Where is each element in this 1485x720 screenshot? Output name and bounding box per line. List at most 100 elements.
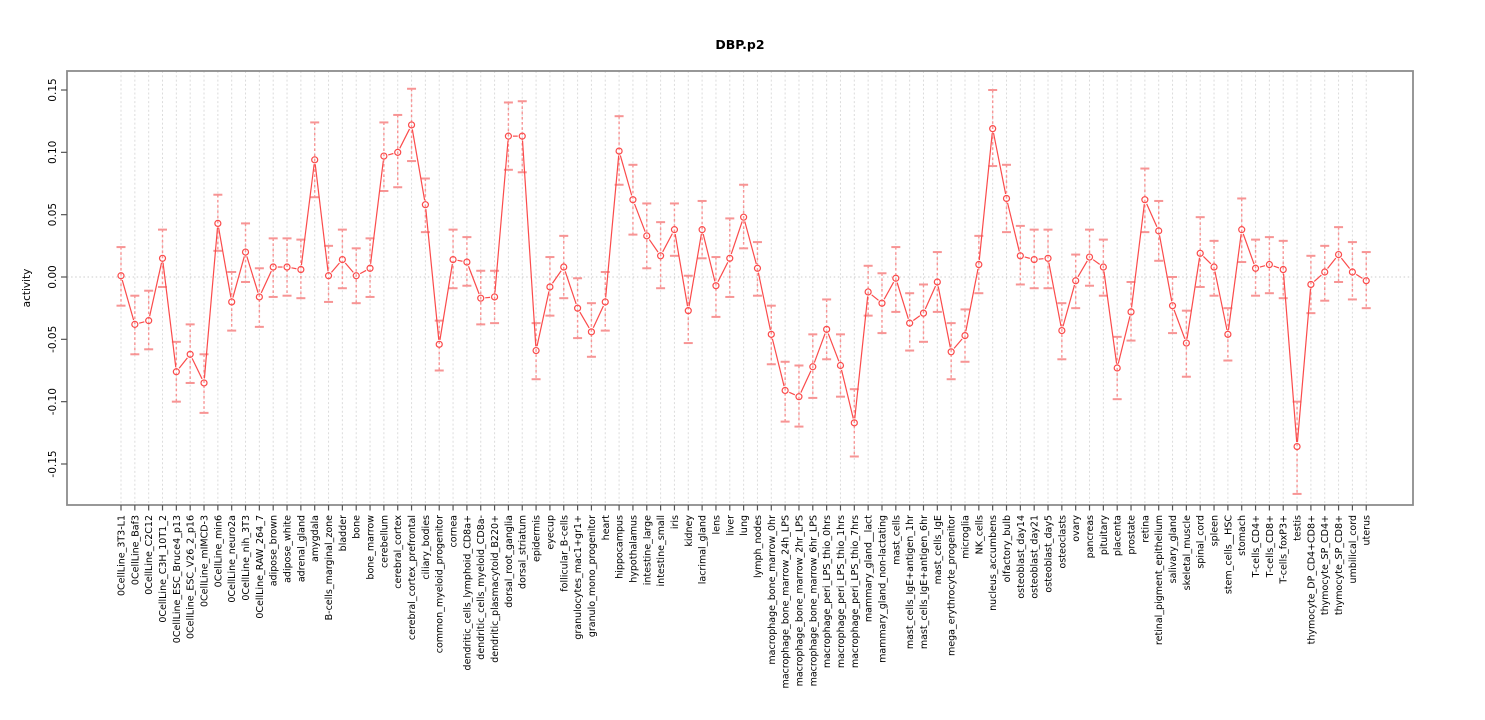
x-tick-label: stomach	[1237, 515, 1248, 556]
series-segment	[674, 233, 689, 307]
series-segment	[1117, 316, 1131, 364]
data-point	[1182, 339, 1190, 347]
data-point	[643, 232, 651, 240]
data-point	[463, 258, 471, 266]
x-tick-label: granulocytes_mac1+gr1+	[573, 515, 584, 640]
data-point	[1224, 330, 1232, 338]
data-point	[629, 196, 637, 204]
series-segment	[605, 155, 620, 298]
data-point	[145, 317, 153, 325]
data-point	[601, 298, 609, 306]
x-tick-label: macrophage_peri_LPS_thio_1hrs	[836, 515, 847, 668]
x-tick-label: mast_cells_IgE+antigen_1hr	[905, 515, 916, 649]
series-segment	[871, 294, 879, 301]
data-point	[366, 264, 374, 272]
x-tick-label: epidermis	[532, 515, 543, 562]
x-tick-label: 0CellLine_mIMCD-3	[200, 515, 211, 607]
series-segment	[359, 269, 367, 275]
x-tick-label: adrenal_gland	[296, 515, 307, 582]
x-tick-label: ciliary_bodies	[421, 515, 432, 580]
data-point	[698, 226, 706, 234]
data-point	[158, 254, 167, 262]
x-tick-label: intestine_large	[642, 515, 653, 585]
x-tick-label: follicular_B-cells	[559, 515, 570, 592]
data-point	[117, 272, 125, 280]
x-tick-label: eyecup	[545, 515, 556, 550]
series-segment	[757, 272, 771, 331]
x-tick-label: salivary_gland	[1168, 515, 1179, 583]
data-point	[200, 379, 208, 387]
series-segment	[1214, 271, 1228, 331]
series-segment	[1146, 203, 1158, 228]
data-point	[269, 263, 277, 271]
data-point	[1072, 277, 1080, 285]
x-tick-label: 0CellLine_Baf3	[130, 515, 141, 585]
data-point	[1307, 280, 1315, 289]
data-point	[311, 156, 319, 164]
data-point	[518, 132, 526, 140]
data-point	[449, 255, 457, 264]
x-tick-label: adipose_white	[283, 515, 294, 583]
series-segment	[388, 152, 394, 156]
x-tick-label: lymph_nodes	[753, 515, 764, 578]
series-segment	[648, 239, 659, 253]
data-point	[1030, 255, 1038, 264]
series-segment	[139, 321, 145, 324]
chart-title: DBP.p2	[715, 37, 765, 52]
data-point	[1265, 260, 1273, 269]
x-tick-label: mammary_gland_non-lactating	[877, 515, 888, 663]
data-point	[1085, 253, 1094, 261]
x-tick-label: mega_erythrocyte_progenitor	[947, 515, 958, 656]
x-tick-label: osteoclasts	[1057, 515, 1068, 569]
data-point	[919, 309, 928, 317]
series-segment	[399, 128, 411, 149]
data-point	[490, 293, 499, 301]
data-point	[532, 346, 540, 355]
series-segment	[1340, 257, 1351, 269]
x-tick-label: spleen	[1210, 515, 1221, 546]
y-tick-label: -0.15	[47, 450, 59, 477]
data-point	[1058, 327, 1066, 335]
series-segment	[425, 209, 440, 340]
data-point	[477, 294, 485, 302]
x-tick-label: bladder	[338, 515, 349, 551]
data-point	[172, 368, 180, 376]
data-point	[1334, 250, 1343, 259]
data-point	[1251, 264, 1260, 272]
data-point	[587, 328, 596, 336]
x-tick-label: retina	[1140, 515, 1151, 543]
x-tick-label: 0CellLine_min6	[213, 515, 224, 587]
series-segment	[924, 285, 937, 310]
x-tick-label: mast_cells_IgE+antigen_6hr	[919, 515, 930, 649]
x-tick-label: thymocyte_SP_CD8+	[1334, 515, 1345, 615]
x-tick-label: spinal_cord	[1196, 515, 1207, 569]
data-point	[767, 330, 775, 338]
series-segment	[1327, 257, 1337, 269]
x-tick-label: macrophage_peri_LPS_thio_0hrs	[822, 515, 833, 668]
x-tick-label: dorsal_striatum	[518, 515, 529, 589]
series-segment	[592, 305, 604, 329]
x-tick-label: osteoblast_day14	[1016, 515, 1027, 599]
series-segment	[370, 160, 384, 264]
x-tick-label: dendritic_plasmacytoid_B220+	[490, 515, 501, 663]
data-point	[1362, 277, 1370, 285]
x-tick-label: lens	[711, 515, 722, 535]
series-segment	[291, 267, 297, 270]
data-point	[1044, 254, 1052, 262]
series-segment	[1313, 274, 1322, 282]
series-segment	[1103, 271, 1118, 364]
series-segment	[978, 133, 993, 261]
data-point	[1196, 249, 1204, 257]
data-point	[297, 265, 305, 274]
series-segment	[1202, 256, 1212, 265]
data-point	[947, 348, 955, 356]
x-tick-label: placenta	[1113, 515, 1124, 556]
x-tick-label: testis	[1293, 515, 1304, 541]
series-segment	[1282, 273, 1298, 443]
series-segment	[457, 259, 463, 262]
series-segment	[953, 338, 963, 349]
series-segment	[883, 281, 895, 300]
x-tick-label: mast_cells_IgE	[933, 515, 944, 584]
x-tick-label: lung	[739, 515, 750, 536]
